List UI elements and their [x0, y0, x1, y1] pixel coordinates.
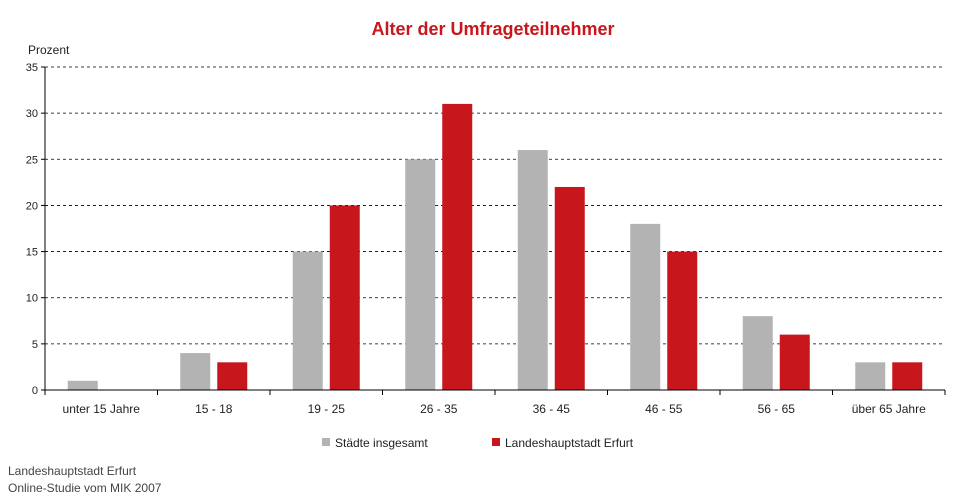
bar-erfurt	[442, 103, 473, 391]
legend-label: Landeshauptstadt Erfurt	[505, 436, 634, 450]
y-tick-label: 35	[26, 62, 38, 74]
x-tick-label: unter 15 Jahre	[63, 402, 141, 416]
bar-erfurt	[329, 205, 360, 390]
x-tick-label: 19 - 25	[308, 402, 346, 416]
bar-staedte	[180, 353, 211, 390]
bar-staedte	[67, 380, 98, 390]
y-tick-label: 25	[26, 154, 38, 166]
x-tick-label: über 65 Jahre	[852, 402, 926, 416]
bar-staedte	[742, 316, 773, 390]
footer-study: Online-Studie vom MIK 2007	[8, 481, 162, 495]
y-tick-label: 30	[26, 108, 38, 120]
bar-erfurt	[779, 334, 810, 390]
y-axis-label: Prozent	[28, 43, 70, 57]
legend: Städte insgesamt Landeshauptstadt Erfurt	[322, 436, 634, 450]
y-tick-label: 20	[26, 200, 38, 212]
bar-staedte	[517, 150, 548, 390]
x-tick-label: 56 - 65	[758, 402, 796, 416]
y-tick-label: 5	[32, 339, 38, 351]
x-tick-label: 26 - 35	[420, 402, 458, 416]
legend-label: Städte insgesamt	[335, 436, 428, 450]
bar-staedte	[292, 251, 323, 390]
bar-erfurt	[554, 186, 585, 390]
legend-swatch	[322, 438, 330, 446]
gridlines	[45, 66, 945, 345]
bar-staedte	[630, 223, 661, 390]
legend-swatch	[492, 438, 500, 446]
axes	[41, 66, 946, 395]
y-tick-labels: 0 5 10 15 20 25 30 35	[26, 62, 38, 397]
bar-staedte	[855, 362, 886, 390]
bar-staedte	[405, 159, 436, 390]
footer: Landeshauptstadt Erfurt Online-Studie vo…	[8, 463, 161, 497]
y-tick-label: 0	[32, 385, 38, 397]
x-tick-label: 15 - 18	[195, 402, 233, 416]
x-tick-label: 46 - 55	[645, 402, 683, 416]
y-tick-label: 15	[26, 247, 38, 259]
bar-erfurt	[217, 362, 248, 390]
bars	[67, 103, 923, 391]
y-tick-label: 10	[26, 293, 38, 305]
bar-erfurt	[892, 362, 923, 390]
footer-source: Landeshauptstadt Erfurt	[8, 464, 137, 478]
bar-erfurt	[667, 251, 698, 390]
chart-title: Alter der Umfrageteilnehmer	[371, 19, 614, 39]
x-tick-labels: unter 15 Jahre 15 - 18 19 - 25 26 - 35 36 - …	[63, 402, 927, 416]
x-tick-label: 36 - 45	[533, 402, 571, 416]
